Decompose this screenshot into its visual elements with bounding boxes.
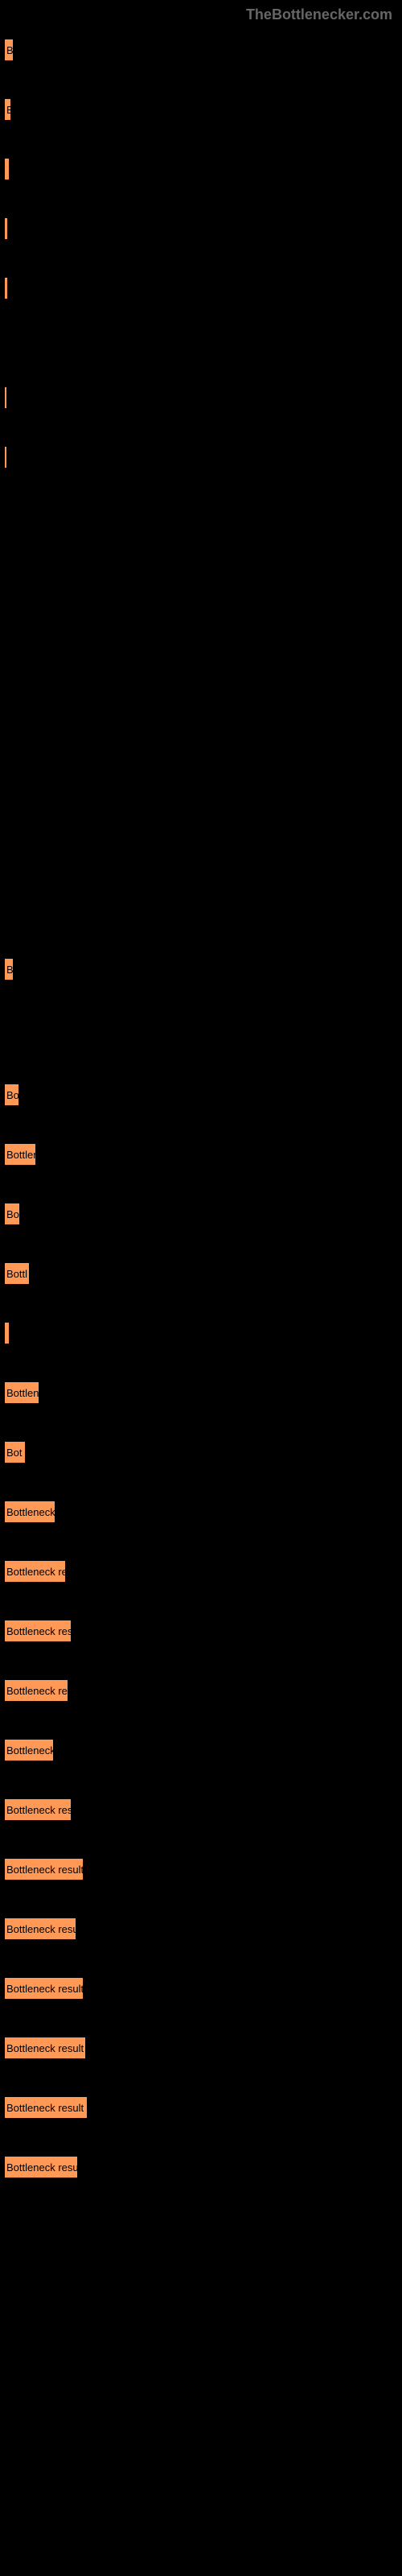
bar-label: Bottleneck res [5,1625,72,1637]
bar: Bottl [4,1262,30,1285]
bar-row: Bottleneck resu [4,1918,402,1939]
bar-label: Bottleneck result [5,1864,84,1876]
bar: Bottleneck result [4,1858,84,1880]
bar-row [4,159,402,180]
bar-label: Bottler [5,1149,36,1161]
bar-row [4,387,402,408]
bar [4,446,7,469]
bar-label: B [5,44,14,56]
bar-row: Bottl [4,1263,402,1284]
bar-row: Bottler [4,1144,402,1165]
bar: Bottleneck [4,1739,54,1761]
bar-label: Bot [5,1447,23,1459]
bar-row: Bottleneck re [4,1680,402,1701]
bar-label: Bottlen [5,1387,39,1399]
bar-row [4,447,402,468]
bar: Bottleneck res [4,1620,72,1642]
bar-row: Bottleneck resu [4,2157,402,2178]
bar: B [4,958,14,980]
bar: Bo [4,1084,19,1106]
bar-label: Bo [5,1208,19,1220]
bar-label: Bottleneck result [5,2042,84,2054]
bar-label: Bottl [5,1268,27,1280]
bar: Bottleneck re [4,1679,68,1702]
bar-label: Bottleneck result [5,2102,84,2114]
bar [4,158,10,180]
bar: Bottleneck result [4,1977,84,2000]
bar-row: Bo [4,1084,402,1105]
bar [4,386,7,409]
bar-label: Bottleneck res [5,1804,72,1816]
bar [4,1322,10,1344]
bar-row [4,1323,402,1344]
bar-row: Bottleneck res [4,1620,402,1641]
watermark-text: TheBottlenecker.com [0,0,402,23]
bar-label: Bottleneck re [5,1566,66,1578]
bar: Bottleneck res [4,1798,72,1821]
bar: Bottleneck result [4,2096,88,2119]
bar: B [4,39,14,61]
bar-row [4,218,402,239]
bar-row: Bottleneck [4,1501,402,1522]
bar-row [4,278,402,299]
bar [4,217,8,240]
bar-row: B [4,39,402,60]
bar: Bottleneck re [4,1560,66,1583]
bar-row: B [4,959,402,980]
bar-label: Bottleneck resu [5,1923,76,1935]
bar-row: B [4,99,402,120]
bar-row: Bottlen [4,1382,402,1403]
bar-label: Bottleneck resu [5,2161,78,2174]
bar-label: B [5,104,11,116]
bar-row: Bottleneck result [4,2037,402,2058]
bar-row: Bot [4,1442,402,1463]
bar-label: Bo [5,1089,19,1101]
bar: Bottlen [4,1381,39,1404]
bar-row: Bottleneck [4,1740,402,1761]
bar: Bo [4,1203,20,1225]
bar: Bottleneck resu [4,1918,76,1940]
bar-label: Bottleneck [5,1506,55,1518]
bar-row: Bottleneck res [4,1799,402,1820]
bar-label: Bottleneck result [5,1983,84,1995]
bar-chart: B B B Bo Bottler Bo Bottl Bottlen Bot Bottleneck B… [0,23,402,2178]
bar-row: Bottleneck result [4,1859,402,1880]
bar-label: B [5,964,14,976]
bar-row: Bottleneck result [4,2097,402,2118]
bar: B [4,98,11,121]
bar: Bottleneck result [4,2037,86,2059]
bar: Bottleneck [4,1501,55,1523]
bar-label: Bottleneck re [5,1685,68,1697]
bar: Bottler [4,1143,36,1166]
bar-row: Bottleneck result [4,1978,402,1999]
bar-row: Bo [4,1203,402,1224]
bar-row: Bottleneck re [4,1561,402,1582]
bar [4,277,8,299]
bar: Bottleneck resu [4,2156,78,2178]
bar-label: Bottleneck [5,1744,54,1757]
bar: Bot [4,1441,26,1463]
